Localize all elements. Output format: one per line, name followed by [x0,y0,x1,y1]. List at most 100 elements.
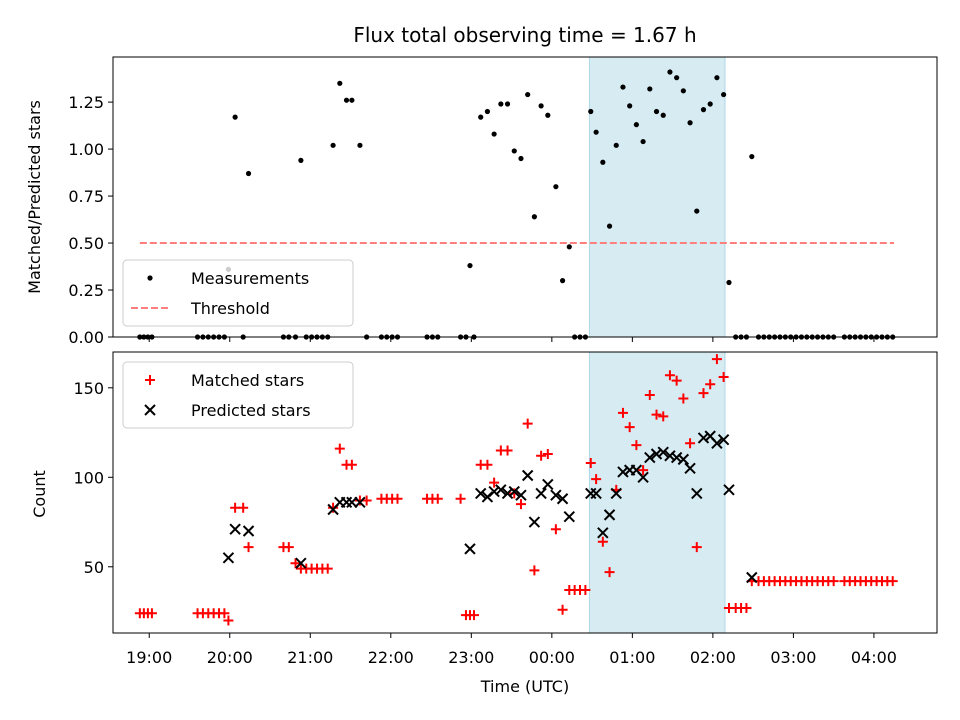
x-tick-label: 04:00 [851,648,897,667]
data-point [664,370,675,381]
data-point [828,576,839,587]
data-point [613,142,619,148]
data-point [660,112,666,118]
data-point [146,608,157,619]
data-point [498,101,504,107]
data-point [705,379,716,390]
data-point [354,496,366,509]
data-point [529,565,540,576]
data-point [290,558,301,569]
legend-marker [145,375,155,385]
data-point [667,69,673,75]
data-point [556,493,569,505]
data-point [349,97,355,103]
data-point [222,552,235,564]
data-point [223,615,234,626]
data-point [343,97,350,103]
data-point [538,103,544,109]
data-point [509,488,520,499]
data-point [518,155,524,162]
plot-frame [112,56,938,338]
data-point [334,443,345,454]
data-point [593,129,599,135]
data-point [298,157,304,163]
data-point [243,542,254,553]
y-tick-label: 0.00 [68,328,104,347]
data-point [658,411,669,422]
data-point [330,142,336,148]
legend-marker [147,275,153,281]
data-point [671,375,682,386]
data-point [531,214,537,220]
data-point [521,469,534,482]
data-point [717,433,730,446]
data-point [535,487,547,500]
data-point [685,438,696,449]
data-point [467,262,473,269]
data-point [502,445,513,456]
data-point [542,449,553,460]
y-tick-label: 1.00 [68,140,104,159]
data-point [718,372,729,383]
data-point [566,244,572,250]
data-point [677,453,690,466]
data-point [633,122,639,128]
data-point [647,86,653,92]
data-point [741,602,752,613]
x-tick-label: 23:00 [448,648,494,667]
data-point [691,542,702,553]
data-point [698,388,709,399]
data-point [550,524,561,535]
data-point [346,459,357,470]
y-tick-label: 0.25 [68,281,104,300]
data-point [624,422,635,433]
data-point [617,466,629,478]
y-tick-label: 100 [73,468,104,487]
data-point [726,279,732,286]
legend-label: Threshold [190,299,270,318]
data-point [653,108,660,115]
data-point [640,138,646,145]
data-point [707,101,713,107]
data-point [651,409,662,420]
data-point [508,485,520,498]
data-point [638,465,649,476]
data-point [631,440,642,451]
x-tick-label: 19:00 [126,648,172,667]
data-point [580,585,591,596]
data-point [464,543,476,555]
series-predicted-stars [222,430,758,584]
y-tick-label: 150 [73,379,104,398]
highlight-span [588,56,726,338]
data-point [337,80,343,86]
data-point [525,91,531,98]
data-point [711,437,723,449]
top-panel: 0.00 0.25 0.50 0.75 1.00 1.25 Measurements Thre… [68,56,938,347]
data-point [597,527,609,539]
legend-marker [144,404,156,416]
data-point [591,474,602,485]
data-point [610,487,622,500]
data-point [469,610,480,621]
legend: Matched stars Predicted stars [122,361,354,429]
data-point [545,112,551,118]
data-point [674,75,680,81]
data-point [501,487,514,500]
data-point [603,509,616,521]
plot-frame [112,351,938,634]
data-point [590,487,602,500]
data-point [229,523,241,535]
data-point [600,159,606,165]
data-point [504,101,511,107]
data-point [597,536,608,547]
data-point [627,103,633,109]
data-point [700,107,707,113]
data-point [711,354,722,365]
legend-label: Predicted stars [191,401,311,420]
data-point [283,542,294,553]
data-point [670,451,683,464]
data-point [482,459,493,470]
data-point [322,563,333,574]
data-point [637,471,649,483]
